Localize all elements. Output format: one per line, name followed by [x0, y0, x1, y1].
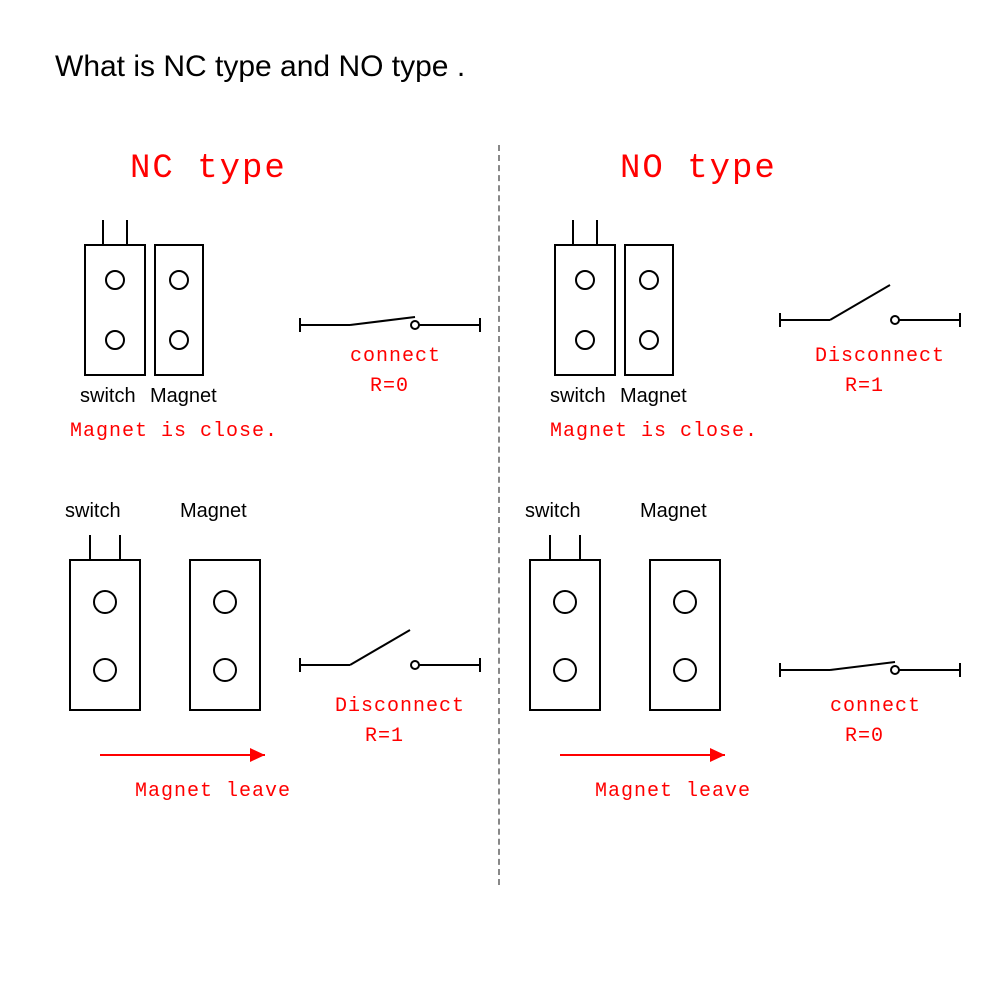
no-bottom-switch-label: switch: [525, 500, 581, 523]
nc-type-header: NC type: [130, 150, 287, 188]
no-bottom-switch-magnet: [515, 530, 765, 730]
no-bottom-circuit: [775, 630, 965, 690]
no-bottom-arrow: [550, 740, 750, 770]
nc-top-magnet-label: Magnet: [150, 385, 217, 408]
no-top-circuit: [775, 270, 965, 340]
nc-bottom-switch-label: switch: [65, 500, 121, 523]
nc-bottom-circuit: [295, 615, 485, 685]
nc-bottom-magnet-label: Magnet: [180, 500, 247, 523]
nc-bottom-switch-magnet: [55, 530, 305, 730]
nc-bottom-state: Magnet leave: [135, 780, 291, 803]
no-top-r-label: R=1: [845, 375, 884, 398]
no-top-circuit-label: Disconnect: [815, 345, 945, 368]
nc-top-circuit-label: connect: [350, 345, 441, 368]
page-title: What is NC type and NO type .: [55, 50, 465, 84]
no-top-switch-label: switch: [550, 385, 606, 408]
nc-bottom-r-label: R=1: [365, 725, 404, 748]
no-type-header: NO type: [620, 150, 777, 188]
nc-top-state: Magnet is close.: [70, 420, 278, 443]
no-bottom-magnet-label: Magnet: [640, 500, 707, 523]
nc-bottom-circuit-label: Disconnect: [335, 695, 465, 718]
divider-line: [498, 145, 500, 885]
nc-top-switch-magnet: [75, 215, 225, 395]
no-bottom-circuit-label: connect: [830, 695, 921, 718]
no-bottom-r-label: R=0: [845, 725, 884, 748]
nc-bottom-arrow: [90, 740, 290, 770]
nc-top-switch-label: switch: [80, 385, 136, 408]
nc-top-circuit: [295, 285, 485, 345]
no-bottom-state: Magnet leave: [595, 780, 751, 803]
nc-top-r-label: R=0: [370, 375, 409, 398]
no-top-switch-magnet: [545, 215, 695, 395]
no-top-magnet-label: Magnet: [620, 385, 687, 408]
no-top-state: Magnet is close.: [550, 420, 758, 443]
